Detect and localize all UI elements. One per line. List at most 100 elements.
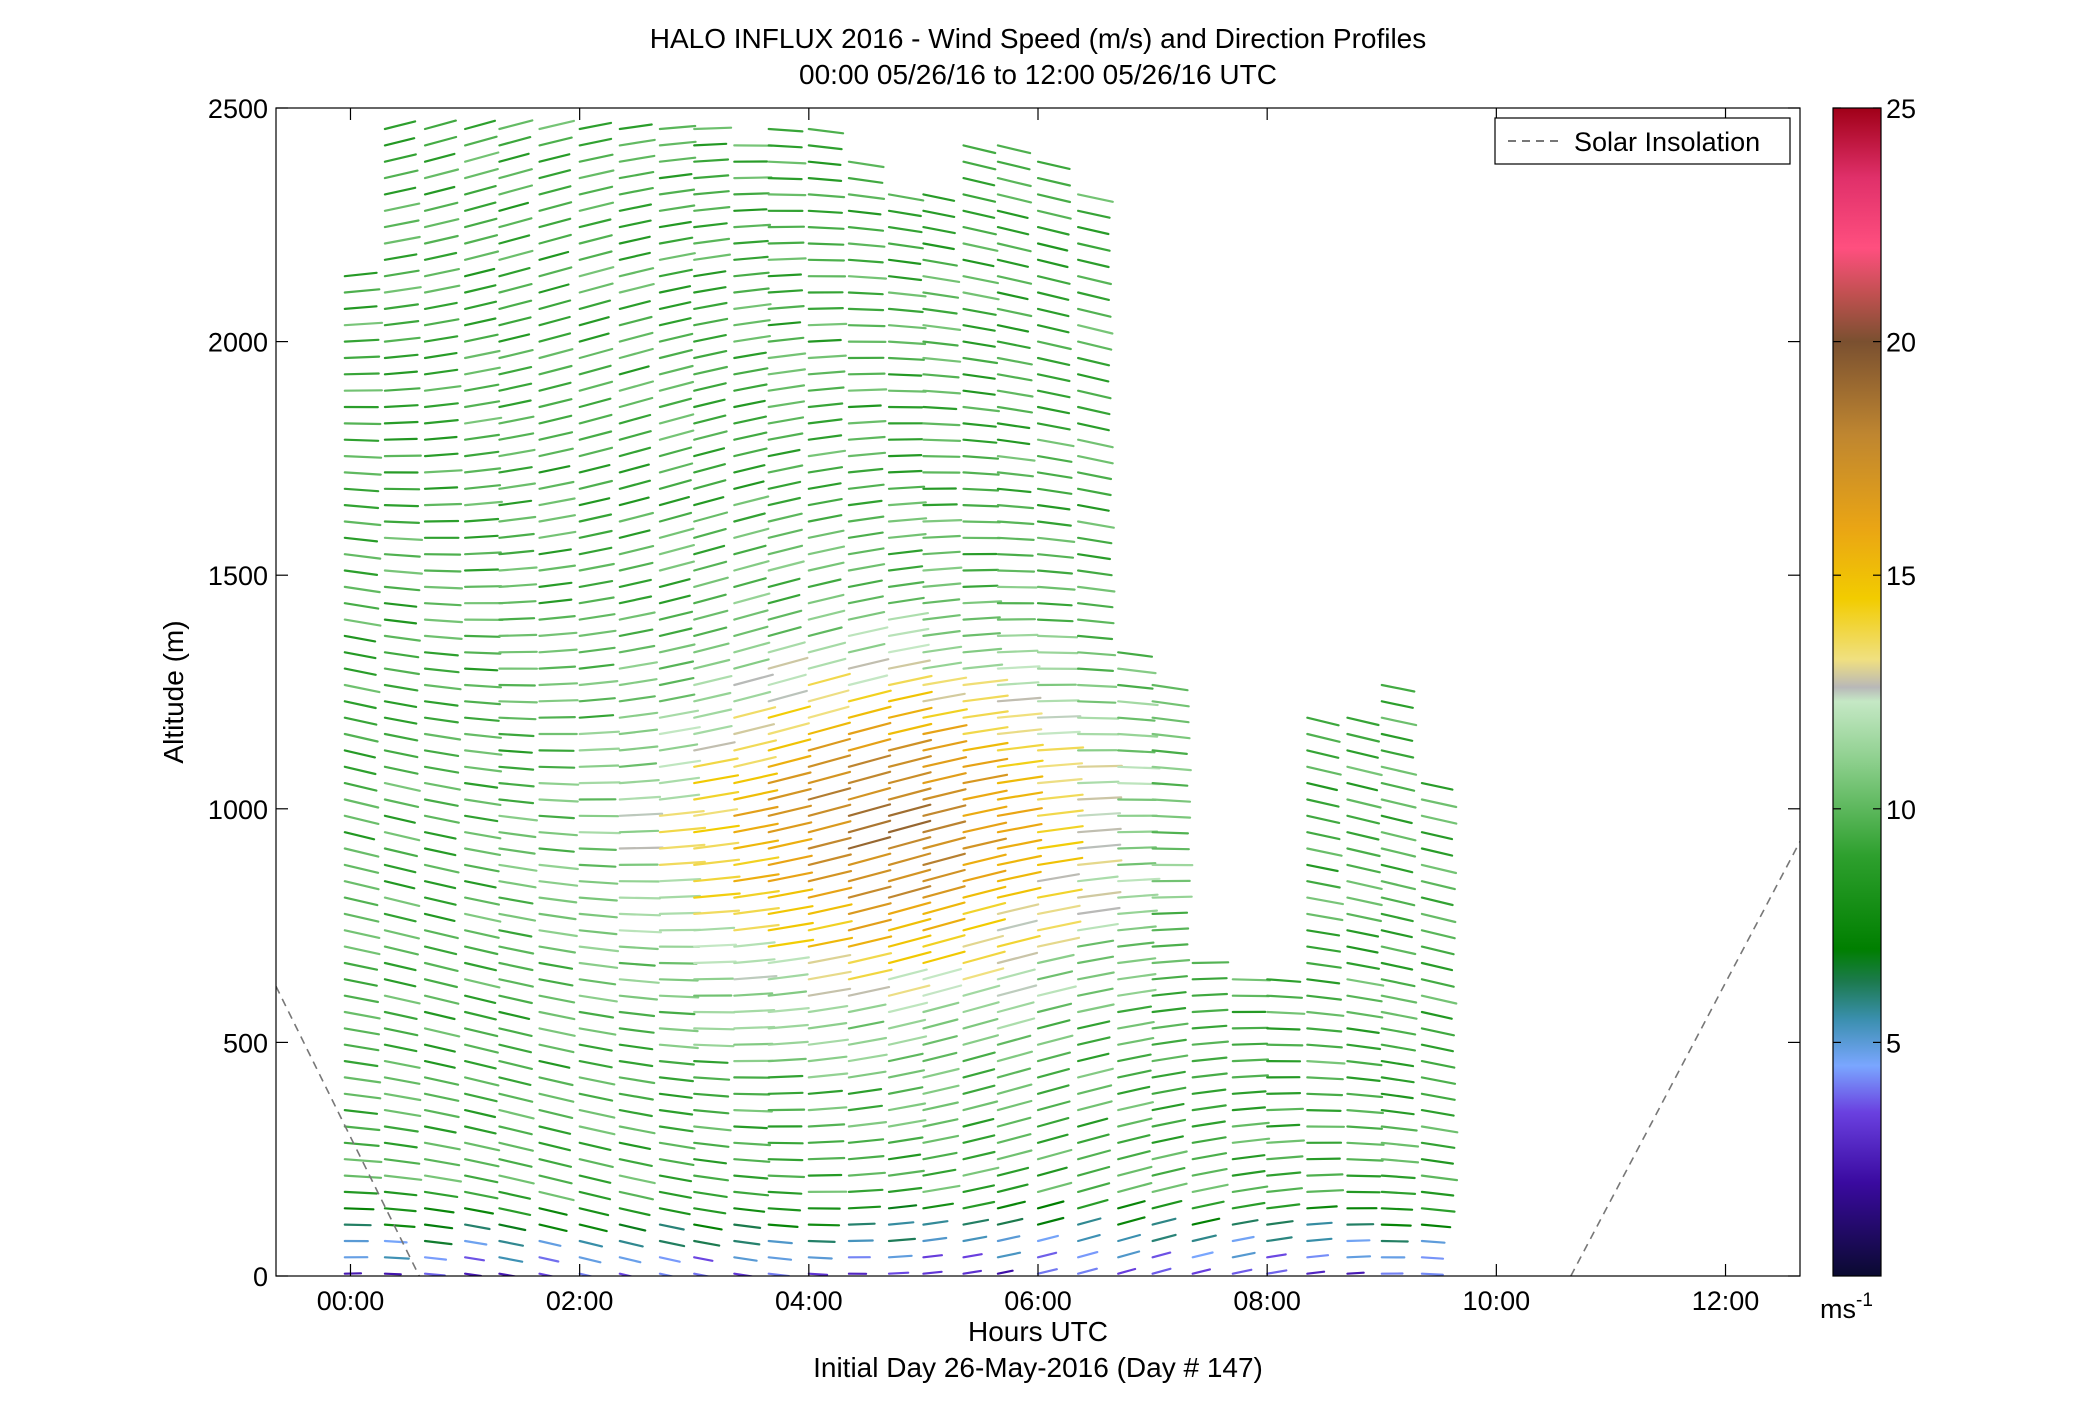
wind-barb	[383, 683, 419, 692]
wind-barb	[343, 553, 382, 560]
wind-barb	[733, 906, 780, 916]
wind-barb	[1036, 585, 1076, 591]
wind-barb	[1306, 978, 1341, 985]
wind-barb	[807, 1239, 836, 1244]
wind-barb	[733, 625, 769, 638]
wind-barb	[733, 723, 776, 736]
wind-barb	[1117, 667, 1157, 675]
wind-barb	[693, 544, 726, 556]
wind-barb	[962, 885, 1007, 899]
wind-barb	[423, 765, 460, 774]
wind-barb	[1346, 1108, 1385, 1115]
wind-barb	[996, 504, 1035, 510]
wind-barb	[1420, 798, 1458, 809]
wind-barb	[658, 743, 699, 752]
wind-barb	[1380, 863, 1414, 874]
wind-barb	[847, 531, 884, 539]
y-tick-label: 1000	[208, 795, 268, 825]
wind-barb	[1191, 1056, 1228, 1063]
wind-barb	[996, 886, 1042, 899]
wind-barb	[733, 641, 771, 654]
wind-barb	[733, 889, 780, 899]
wind-barb	[1151, 732, 1191, 740]
wind-barb	[498, 299, 533, 310]
wind-barb	[693, 1141, 730, 1148]
plot-frame	[275, 107, 1801, 1277]
wind-barb	[1076, 504, 1110, 512]
wind-barb	[618, 203, 653, 212]
wind-barb	[1266, 1043, 1304, 1047]
wind-barb	[423, 749, 460, 758]
wind-barb	[962, 869, 1007, 883]
wind-barb	[693, 511, 729, 523]
wind-barb	[1036, 1181, 1073, 1194]
wind-barb	[1117, 700, 1159, 707]
wind-barb	[996, 324, 1030, 333]
wind-barb	[1231, 1169, 1266, 1177]
wind-barb	[847, 952, 893, 965]
wind-barb	[423, 318, 460, 327]
wind-barb	[1036, 373, 1071, 383]
wind-barb	[887, 611, 930, 621]
wind-barb	[658, 660, 695, 670]
wind-barb	[1036, 1216, 1065, 1226]
wind-barb	[733, 974, 778, 981]
wind-barb	[498, 349, 534, 360]
wind-barb	[1151, 798, 1192, 803]
wind-barb	[578, 266, 615, 278]
wind-barb	[658, 1223, 685, 1231]
wind-barb	[1117, 1250, 1141, 1259]
wind-barb	[1380, 1043, 1417, 1052]
wind-barb	[922, 917, 966, 932]
wind-barb	[887, 690, 933, 703]
wind-barb	[693, 1190, 728, 1199]
wind-barb	[693, 593, 727, 605]
wind-barb	[464, 400, 501, 409]
wind-barb	[767, 480, 802, 490]
wind-barb	[996, 1166, 1030, 1177]
wind-barb	[1420, 1125, 1459, 1134]
wind-barb	[962, 773, 1009, 785]
wind-barb	[383, 1223, 416, 1229]
wind-barb	[847, 1003, 887, 1014]
wind-barb	[996, 275, 1033, 285]
wind-barb	[693, 1256, 714, 1262]
wind-barb	[807, 434, 843, 441]
wind-barb	[538, 581, 573, 589]
wind-barb	[767, 938, 815, 948]
wind-barb	[847, 1020, 885, 1030]
wind-barb	[693, 674, 733, 687]
wind-barb	[693, 1092, 730, 1098]
wind-barb	[498, 1108, 535, 1120]
wind-barb	[538, 1190, 575, 1202]
solar-insolation-line	[276, 985, 420, 1276]
wind-barb	[1380, 880, 1417, 891]
wind-barb	[1346, 1174, 1382, 1178]
wind-barb	[922, 1151, 958, 1161]
wind-barb	[658, 140, 697, 147]
wind-barb	[538, 266, 573, 278]
wind-barb	[658, 1076, 695, 1083]
wind-barb	[578, 1076, 616, 1086]
wind-barb	[538, 896, 578, 904]
wind-barb	[1036, 324, 1070, 334]
wind-barb	[693, 875, 741, 883]
wind-barb	[1076, 634, 1114, 641]
wind-barb	[693, 858, 741, 867]
wind-barb	[922, 756, 968, 768]
wind-barb	[658, 1092, 693, 1099]
wind-barb	[343, 569, 379, 577]
colorbar-bar	[1832, 107, 1882, 1277]
wind-barb	[1076, 324, 1114, 335]
wind-barb	[658, 462, 694, 474]
wind-barb	[658, 676, 695, 687]
wind-barb	[464, 1207, 494, 1215]
wind-barb	[464, 765, 503, 773]
wind-barb	[767, 871, 814, 883]
wind-barb	[1076, 307, 1112, 318]
wind-barb	[578, 847, 617, 852]
wind-barb	[922, 356, 962, 363]
wind-barb	[578, 1141, 612, 1152]
wind-barb	[847, 499, 883, 507]
wind-barb	[807, 545, 846, 556]
